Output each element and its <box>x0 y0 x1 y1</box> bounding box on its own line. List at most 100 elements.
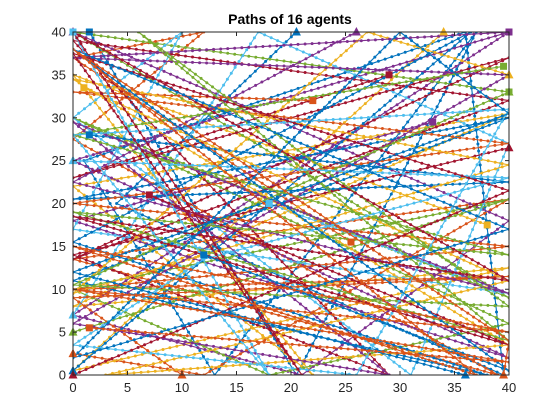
path-dot <box>161 216 165 220</box>
path-dot <box>448 193 452 197</box>
path-dot <box>99 192 103 196</box>
path-dot <box>217 365 221 369</box>
path-dot <box>332 324 335 328</box>
path-dot <box>149 182 153 186</box>
path-dot <box>183 157 187 161</box>
path-dot <box>91 185 95 189</box>
path-dot <box>219 283 223 287</box>
path-dot <box>289 94 293 98</box>
path-dot <box>155 250 159 254</box>
path-dot <box>475 306 479 310</box>
path-dot <box>120 96 124 100</box>
path-dot <box>90 125 94 129</box>
path-dot <box>221 240 225 244</box>
path-dot <box>233 217 237 221</box>
path-dot <box>205 57 209 61</box>
path-dot <box>136 362 140 366</box>
path-dot <box>369 97 372 101</box>
path-dot <box>275 267 279 271</box>
path-dot <box>363 86 367 90</box>
path-dot <box>114 332 118 336</box>
path-dot <box>122 145 126 149</box>
path-dot <box>182 99 186 103</box>
path-dot <box>494 69 497 73</box>
path-dot <box>405 303 408 307</box>
path-dot <box>373 353 377 357</box>
path-dot <box>146 370 150 374</box>
path-dot <box>210 207 214 211</box>
path-dot <box>398 106 402 110</box>
path-dot <box>334 148 338 152</box>
path-dot <box>184 49 187 53</box>
path-dot <box>243 195 247 199</box>
path-dot <box>254 287 258 291</box>
path-dot <box>112 144 116 148</box>
path-dot <box>195 32 199 35</box>
path-dot <box>331 166 335 170</box>
path-dot <box>77 300 81 304</box>
path-dot <box>441 140 445 144</box>
path-dot <box>459 364 462 368</box>
path-dot <box>373 126 377 130</box>
path-dot <box>479 371 482 375</box>
path-dot <box>77 177 81 181</box>
path-dot <box>258 249 262 253</box>
path-dot <box>222 83 226 87</box>
path-dot <box>198 192 202 196</box>
path-dot <box>392 163 396 166</box>
path-dot <box>411 100 415 104</box>
path-dot <box>205 121 209 125</box>
path-dot <box>444 278 448 281</box>
path-dot <box>259 278 263 282</box>
path-dot <box>430 252 434 256</box>
path-dot <box>161 348 165 351</box>
path-dot <box>373 275 377 279</box>
path-dot <box>276 109 280 113</box>
path-dot <box>154 40 158 43</box>
path-dot <box>282 59 286 63</box>
path-dot <box>296 260 300 264</box>
path-dot <box>84 252 88 256</box>
path-dot <box>110 151 114 155</box>
path-dot <box>129 279 133 283</box>
path-dot <box>457 261 460 264</box>
path-dot <box>291 283 295 287</box>
path-dot <box>91 190 95 194</box>
path-dot <box>108 301 112 304</box>
path-dot <box>444 43 448 47</box>
path-dot <box>373 281 377 285</box>
path-dot <box>430 91 434 95</box>
path-dot <box>243 258 247 262</box>
path-dot <box>162 153 166 157</box>
path-dot <box>187 189 191 193</box>
path-dot <box>364 255 368 259</box>
path-dot <box>347 164 351 168</box>
path-dot <box>292 95 296 99</box>
path-dot <box>156 144 160 148</box>
path-dot <box>92 52 96 56</box>
path-dot <box>466 124 469 127</box>
path-dot <box>119 290 123 294</box>
path-dot <box>117 271 121 274</box>
path-dot <box>457 53 461 56</box>
path-dot <box>452 126 456 130</box>
path-dot <box>106 43 110 47</box>
path-dot <box>329 360 333 364</box>
path-dot <box>146 199 150 203</box>
path-dot <box>226 62 230 66</box>
path-dot <box>313 237 317 241</box>
path-dot <box>172 250 176 254</box>
path-dot <box>135 188 139 192</box>
path-dot <box>486 32 490 35</box>
path-dot <box>219 62 223 65</box>
path-dot <box>99 129 103 132</box>
path-dot <box>321 93 325 97</box>
path-dot <box>342 288 346 292</box>
path-dot <box>315 145 319 149</box>
path-dot <box>493 114 497 118</box>
path-dot <box>423 104 427 108</box>
path-dot <box>248 364 252 368</box>
path-dot <box>289 116 293 120</box>
path-dot <box>323 202 327 206</box>
path-dot <box>276 154 280 158</box>
